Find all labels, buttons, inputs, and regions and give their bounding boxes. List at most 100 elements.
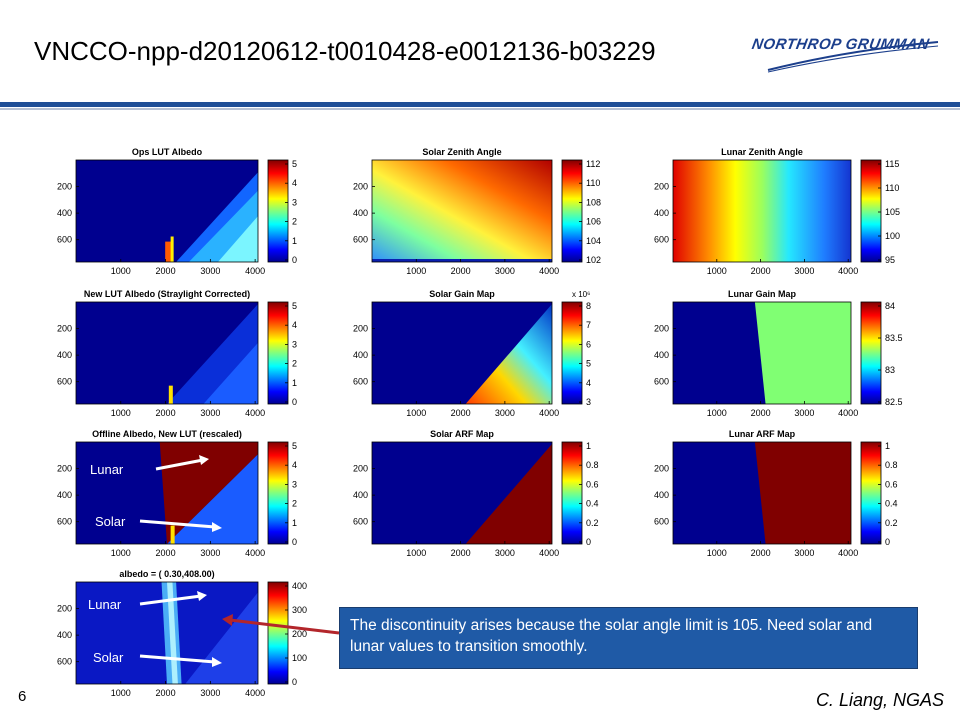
lunar-arrow-2 xyxy=(139,594,202,606)
colorbar-tick-label: 200 xyxy=(292,629,307,639)
slide-number: 6 xyxy=(18,688,27,705)
header-divider xyxy=(0,102,960,107)
colorbar-tick-label: 84 xyxy=(885,301,895,311)
colorbar-tick-label: 1 xyxy=(586,441,591,451)
colorbar-tick-label: 8 xyxy=(586,301,591,311)
y-tick-label: 200 xyxy=(654,324,669,334)
heatmap-panel: Offline Albedo, New LUT (rescaled) 200 400… xyxy=(57,429,297,558)
x-tick-label: 1000 xyxy=(111,548,131,558)
heatmap-panel: Lunar Zenith Angle 200 400 600 1000 2000 3000 4… xyxy=(654,147,900,276)
colorbar-tick-label: 1 xyxy=(885,441,890,451)
x-tick-label: 3000 xyxy=(495,408,515,418)
x-tick-label: 3000 xyxy=(200,688,220,698)
colorbar-tick-label: 0.6 xyxy=(586,479,599,489)
y-tick-label: 400 xyxy=(654,490,669,500)
x-tick-label: 2000 xyxy=(156,688,176,698)
solar-label-1: Solar xyxy=(95,514,126,529)
x-tick-label: 3000 xyxy=(495,266,515,276)
y-tick-label: 200 xyxy=(57,324,72,334)
x-tick-label: 4000 xyxy=(838,266,858,276)
x-tick-label: 1000 xyxy=(111,688,131,698)
x-tick-label: 4000 xyxy=(245,548,265,558)
solar-arrow-1 xyxy=(139,519,216,529)
y-tick-label: 200 xyxy=(353,324,368,334)
colorbar-tick-label: 3 xyxy=(292,197,297,207)
x-tick-label: 3000 xyxy=(200,266,220,276)
plot-frame xyxy=(75,301,259,405)
y-tick-label: 600 xyxy=(353,235,368,245)
chart-title: Lunar Gain Map xyxy=(728,289,797,299)
plot-frame xyxy=(672,441,852,545)
x-tick-label: 4000 xyxy=(539,408,559,418)
chart-title: Offline Albedo, New LUT (rescaled) xyxy=(92,429,242,439)
heatmap-image xyxy=(372,160,552,262)
colorbar-tick-label: 400 xyxy=(292,581,307,591)
x-tick-label: 2000 xyxy=(156,408,176,418)
colorbar xyxy=(860,441,882,545)
slide-title: VNCCO-npp-d20120612-t0010428-e0012136-b0… xyxy=(34,36,656,66)
colorbar-tick-label: 108 xyxy=(586,197,601,207)
colorbar-tick-label: 5 xyxy=(586,359,591,369)
colorbar-tick-label: 0.8 xyxy=(586,460,599,470)
colorbar-tick-label: 102 xyxy=(586,255,601,265)
solar-label-2: Solar xyxy=(93,650,124,665)
y-tick-label: 200 xyxy=(57,604,72,614)
colorbar-tick-label: 95 xyxy=(885,255,895,265)
colorbar-tick-label: 0 xyxy=(292,537,297,547)
colorbar-tick-label: 100 xyxy=(885,231,900,241)
x-tick-label: 2000 xyxy=(451,266,471,276)
y-tick-label: 200 xyxy=(57,464,72,474)
y-tick-label: 200 xyxy=(57,182,72,192)
heatmap-panel: New LUT Albedo (Straylight Corrected) 200… xyxy=(57,289,297,418)
colorbar-tick-label: 1 xyxy=(292,518,297,528)
colorbar xyxy=(267,581,289,685)
x-tick-label: 3000 xyxy=(200,408,220,418)
colorbar-tick-label: 83.5 xyxy=(885,333,903,343)
y-tick-label: 400 xyxy=(57,350,72,360)
colorbar-tick-label: 4 xyxy=(292,320,297,330)
colorbar-exponent: x 10⁶ xyxy=(572,290,590,299)
colorbar-tick-label: 106 xyxy=(586,217,601,227)
y-tick-label: 600 xyxy=(654,517,669,527)
colorbar-tick-label: 105 xyxy=(885,207,900,217)
colorbar-tick-label: 104 xyxy=(586,236,601,246)
plot-frame xyxy=(672,301,852,405)
colorbar-tick-label: 0.2 xyxy=(885,518,898,528)
colorbar-tick-label: 0.6 xyxy=(885,479,898,489)
colorbar xyxy=(561,159,583,263)
colorbar-tick-label: 110 xyxy=(586,178,600,188)
x-tick-label: 2000 xyxy=(451,548,471,558)
colorbar-tick-label: 115 xyxy=(885,159,899,169)
x-tick-label: 1000 xyxy=(406,548,426,558)
author-credit: C. Liang, NGAS xyxy=(815,690,944,710)
plot-frame xyxy=(371,441,553,545)
lunar-label-2: Lunar xyxy=(88,597,122,612)
colorbar-tick-label: 0 xyxy=(885,537,890,547)
colorbar-tick-label: 0 xyxy=(586,537,591,547)
x-tick-label: 4000 xyxy=(245,688,265,698)
y-tick-label: 400 xyxy=(57,630,72,640)
heatmap-image xyxy=(673,160,851,262)
x-tick-label: 3000 xyxy=(794,548,814,558)
x-tick-label: 4000 xyxy=(539,548,559,558)
chart-title: Ops LUT Albedo xyxy=(132,147,203,157)
y-tick-label: 400 xyxy=(654,350,669,360)
colorbar-tick-label: 5 xyxy=(292,441,297,451)
lunar-arrow-2-head xyxy=(197,591,207,601)
y-tick-label: 600 xyxy=(654,235,669,245)
heatmap-image xyxy=(76,160,258,262)
colorbar xyxy=(860,301,882,405)
y-tick-label: 600 xyxy=(57,657,72,667)
heatmap-panel: Ops LUT Albedo 200 400 600 1000 2000 3000 4000 0… xyxy=(57,147,297,276)
plot-frame xyxy=(672,159,852,263)
chart-title: Solar Zenith Angle xyxy=(422,147,501,157)
solar-arrow-2-head xyxy=(212,657,222,667)
x-tick-label: 1000 xyxy=(707,266,727,276)
colorbar-tick-label: 3 xyxy=(292,339,297,349)
header-divider-shadow xyxy=(0,108,960,110)
chart-title: Lunar ARF Map xyxy=(729,429,796,439)
colorbar xyxy=(267,441,289,545)
y-tick-label: 400 xyxy=(654,208,669,218)
colorbar xyxy=(860,159,882,263)
